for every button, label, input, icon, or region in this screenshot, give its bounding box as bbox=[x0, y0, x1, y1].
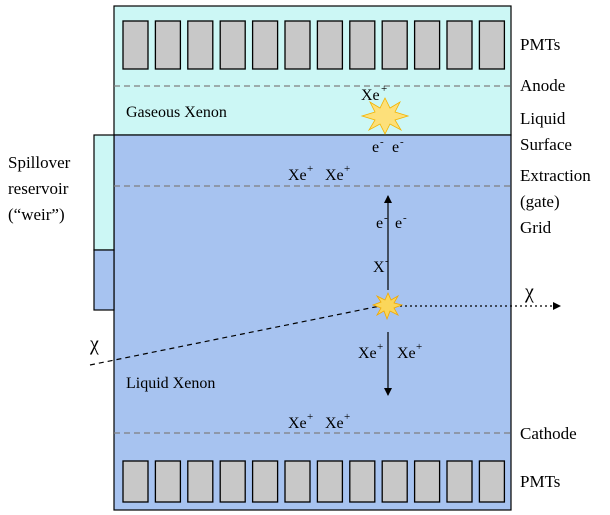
pmt-tube bbox=[349, 20, 376, 70]
pmt-tube bbox=[413, 20, 441, 70]
spillover-label-line2: reservoir bbox=[8, 179, 69, 198]
svg-text:+: + bbox=[416, 341, 422, 353]
svg-text:Xe: Xe bbox=[358, 345, 377, 362]
pmt-tube bbox=[122, 20, 149, 70]
svg-text:e: e bbox=[372, 139, 379, 156]
interaction-flash-icon bbox=[371, 291, 404, 321]
liquid-surface-label-line2: Surface bbox=[520, 135, 572, 154]
pmt-tube bbox=[284, 20, 311, 70]
svg-text:+: + bbox=[377, 341, 383, 353]
svg-text:+: + bbox=[381, 83, 387, 95]
extraction-label-line2: (gate) bbox=[520, 192, 560, 211]
electron-surface-2: e - bbox=[392, 136, 404, 156]
svg-text:-: - bbox=[385, 255, 389, 267]
pmts-bottom-label: PMTs bbox=[520, 472, 560, 491]
svg-text:Xe: Xe bbox=[397, 345, 416, 362]
pmt-tube bbox=[251, 20, 279, 70]
svg-text:e: e bbox=[395, 215, 402, 232]
pmt-tube bbox=[316, 460, 344, 503]
svg-text:Xe: Xe bbox=[325, 415, 344, 432]
pmt-tube bbox=[284, 460, 311, 503]
xe-ion-cathode-2: Xe + bbox=[325, 411, 350, 432]
svg-text:Xe: Xe bbox=[325, 167, 344, 184]
electron-drift-2: e - bbox=[395, 212, 407, 232]
pmt-tube bbox=[478, 20, 506, 70]
svg-text:-: - bbox=[384, 212, 388, 224]
electron-drift-1: e - bbox=[376, 212, 388, 232]
chi-outgoing-label: χ bbox=[524, 281, 534, 303]
svg-text:e: e bbox=[376, 215, 383, 232]
spillover-reservoir-lower bbox=[93, 249, 115, 311]
svg-text:-: - bbox=[400, 136, 404, 148]
svg-text:-: - bbox=[403, 212, 407, 224]
gaseous-xenon-label: Gaseous Xenon bbox=[126, 104, 227, 121]
pmt-tube bbox=[349, 460, 376, 503]
xe-ion-gate-2: Xe + bbox=[325, 163, 350, 184]
liquid-surface-label-line1: Liquid bbox=[520, 109, 566, 128]
pmts-top-label: PMTs bbox=[520, 35, 560, 54]
pmt-tube bbox=[154, 460, 182, 503]
xe-ion-drift-1: Xe + bbox=[358, 341, 383, 362]
liquid-xenon-label: Liquid Xenon bbox=[126, 375, 215, 392]
pmt-tube bbox=[478, 460, 506, 503]
bottom-pmt-array bbox=[122, 460, 506, 503]
svg-text:-: - bbox=[380, 136, 384, 148]
pmt-tube bbox=[219, 460, 246, 503]
xe-ion-top: Xe + bbox=[361, 83, 387, 104]
svg-text:Xe: Xe bbox=[361, 87, 380, 104]
spillover-reservoir-upper bbox=[93, 134, 115, 251]
svg-text:Xe: Xe bbox=[288, 167, 307, 184]
xe-ion-gate-1: Xe + bbox=[288, 163, 313, 184]
pmt-tube bbox=[122, 460, 149, 503]
svg-text:e: e bbox=[392, 139, 399, 156]
svg-text:+: + bbox=[344, 163, 350, 175]
electroluminescence-flash-icon bbox=[360, 97, 410, 135]
svg-text:X: X bbox=[373, 259, 385, 276]
pmt-tube bbox=[413, 460, 441, 503]
xe-ion-drift-2: Xe + bbox=[397, 341, 422, 362]
anode-label: Anode bbox=[520, 76, 565, 95]
svg-text:+: + bbox=[307, 411, 313, 423]
pmt-tube bbox=[381, 460, 408, 503]
pmt-tube bbox=[154, 20, 182, 70]
pmt-tube bbox=[446, 20, 473, 70]
pmt-tube bbox=[446, 460, 473, 503]
xe-ion-cathode-1: Xe + bbox=[288, 411, 313, 432]
x-minus-ion: X - bbox=[373, 255, 389, 276]
liquid-xenon-region bbox=[113, 134, 512, 511]
pmt-tube bbox=[316, 20, 344, 70]
svg-text:Xe: Xe bbox=[288, 415, 307, 432]
top-pmt-array bbox=[122, 20, 506, 70]
pmt-tube bbox=[381, 20, 408, 70]
pmt-tube bbox=[187, 20, 214, 70]
svg-text:+: + bbox=[307, 163, 313, 175]
chi-incoming-label: χ bbox=[89, 333, 99, 355]
pmt-tube bbox=[251, 460, 279, 503]
pmt-tube bbox=[187, 460, 214, 503]
spillover-label-line3: (“weir”) bbox=[8, 205, 65, 224]
svg-text:+: + bbox=[344, 411, 350, 423]
electron-surface-1: e - bbox=[372, 136, 384, 156]
spillover-label-line1: Spillover bbox=[8, 153, 71, 172]
cathode-label: Cathode bbox=[520, 424, 577, 443]
extraction-label-line1: Extraction bbox=[520, 166, 591, 185]
extraction-label-line3: Grid bbox=[520, 218, 552, 237]
pmt-tube bbox=[219, 20, 246, 70]
